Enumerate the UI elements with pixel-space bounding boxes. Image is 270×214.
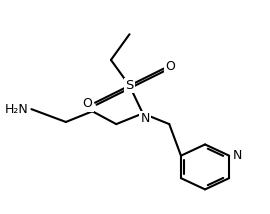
Text: H₂N: H₂N: [5, 103, 29, 116]
Text: O: O: [166, 60, 176, 73]
Text: S: S: [125, 79, 134, 92]
Text: N: N: [141, 112, 150, 125]
Text: O: O: [83, 97, 93, 110]
Text: N: N: [232, 149, 242, 162]
